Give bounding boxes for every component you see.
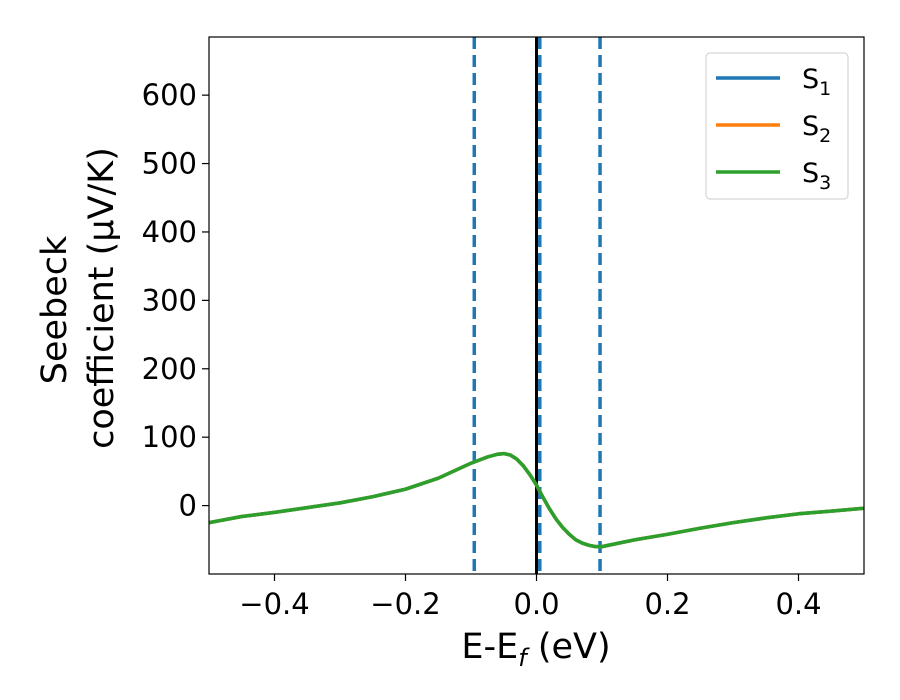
legend-label-sub-1: 1 xyxy=(819,78,831,100)
legend-label-2: S2 xyxy=(802,111,831,147)
y-tick-label-2: 200 xyxy=(142,352,197,386)
x-tick-label-2: 0.0 xyxy=(513,587,559,621)
legend-label-sub-2: 2 xyxy=(819,125,831,147)
y-axis-label-line1: Seebeck xyxy=(35,235,75,384)
x-tick-label-1: −0.2 xyxy=(370,587,440,621)
y-tick-label-4: 400 xyxy=(142,215,197,249)
legend-label-3: S3 xyxy=(802,158,831,194)
x-axis-label: E-Ef (eV) xyxy=(461,627,610,672)
y-axis-label-line2: coefficient (μV/K) xyxy=(82,147,122,449)
x-axis-label-main: E-E xyxy=(461,627,518,667)
x-tick-label-3: 0.2 xyxy=(644,587,690,621)
series-line-3 xyxy=(209,451,864,549)
x-axis: −0.4 −0.2 0.0 0.2 0.4 xyxy=(239,574,822,621)
x-axis-label-unit: (eV) xyxy=(527,627,611,667)
y-tick-label-0: 0 xyxy=(179,489,197,523)
y-tick-label-1: 100 xyxy=(142,420,197,454)
x-tick-label-0: −0.4 xyxy=(239,587,309,621)
legend-label-main-3: S xyxy=(802,158,819,189)
legend-label-main-1: S xyxy=(802,64,819,95)
legend-label-1: S1 xyxy=(802,64,831,100)
legend-label-sub-3: 3 xyxy=(819,172,831,194)
legend-label-main-2: S xyxy=(802,111,819,142)
y-tick-label-5: 500 xyxy=(142,147,197,181)
x-tick-label-4: 0.4 xyxy=(775,587,821,621)
y-tick-label-3: 300 xyxy=(142,283,197,317)
y-tick-label-6: 600 xyxy=(142,78,197,112)
series-lines xyxy=(209,451,864,549)
y-axis: 0 100 200 300 400 500 600 xyxy=(142,78,209,523)
